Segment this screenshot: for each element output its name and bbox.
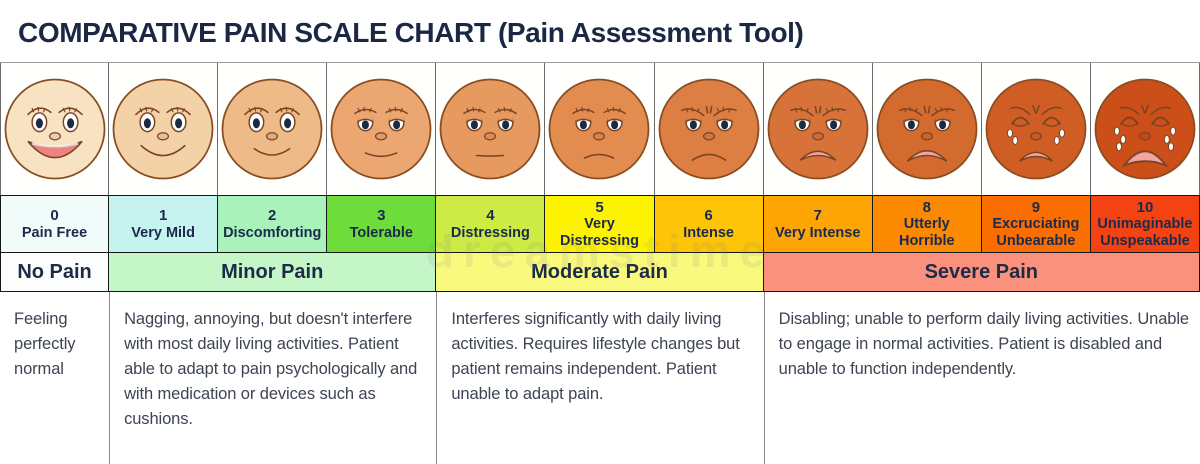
pain-face-cell-3 <box>327 63 437 195</box>
pain-face-grimacing-icon <box>875 77 979 181</box>
pain-level-value: 1 <box>158 207 168 225</box>
pain-level-label: Excruciating Unbearable <box>992 216 1080 249</box>
description-text: Interferes significantly with daily livi… <box>451 310 740 403</box>
category-cell-no-pain: No Pain <box>0 252 110 292</box>
description-text: Disabling; unable to perform daily livin… <box>778 310 1190 378</box>
pain-level-cell-7: 7 Very Intense <box>763 195 873 252</box>
category-cell-moderate-pain: Moderate Pain <box>436 252 764 292</box>
pain-face-content-icon <box>329 77 433 181</box>
pain-level-value: 0 <box>50 207 59 225</box>
pain-level-cell-1: 1 Very Mild <box>109 195 219 252</box>
categories-row: No Pain Minor Pain Moderate Pain Severe Pai… <box>0 252 1200 292</box>
pain-level-label: Distressing <box>450 224 530 241</box>
description-text: Feeling perfectly normal <box>14 310 76 378</box>
pain-face-beaming-smile-icon <box>3 77 107 181</box>
pain-face-cell-0 <box>0 63 110 195</box>
pain-face-cell-10 <box>1090 63 1200 195</box>
description-text: Nagging, annoying, but doesn't interfere… <box>124 310 418 428</box>
pain-level-label: Very Intense <box>774 224 861 241</box>
pain-level-label: Very Mild <box>131 224 195 241</box>
pain-face-cell-5 <box>545 63 655 195</box>
pain-face-cell-9 <box>981 63 1091 195</box>
category-cell-severe-pain: Severe Pain <box>763 252 1200 292</box>
pain-face-frowning-icon <box>657 77 761 181</box>
pain-level-value: 9 <box>1031 199 1041 217</box>
pain-face-cell-4 <box>436 63 546 195</box>
pain-level-cell-3: 3 Tolerable <box>327 195 437 252</box>
pain-level-label: Intense <box>683 224 734 241</box>
pain-level-value: 6 <box>704 207 713 225</box>
pain-level-cell-2: 2 Discomforting <box>218 195 328 252</box>
pain-level-label: Pain Free <box>21 224 88 241</box>
pain-face-cell-1 <box>109 63 219 195</box>
pain-level-cell-10: 10 Unimaginable Unspeakable <box>1090 195 1200 252</box>
pain-face-slight-smile-icon <box>220 77 324 181</box>
pain-face-smiling-icon <box>111 77 215 181</box>
pain-level-value: 10 <box>1136 199 1154 217</box>
description-cell-no-pain: Feeling perfectly normal <box>0 292 109 464</box>
faces-row <box>0 62 1200 195</box>
description-cell-minor-pain: Nagging, annoying, but doesn't interfere… <box>109 292 436 464</box>
pain-face-cell-7 <box>763 63 873 195</box>
pain-levels-row: 0 Pain Free 1 Very Mild 2 Discomforting 3 Toler… <box>0 195 1200 252</box>
pain-face-cell-6 <box>654 63 764 195</box>
title-bar: COMPARATIVE PAIN SCALE CHART (Pain Asses… <box>0 0 1200 62</box>
pain-level-cell-6: 6 Intense <box>654 195 764 252</box>
pain-level-label: Unimaginable Unspeakable <box>1097 216 1193 249</box>
descriptions-row: Feeling perfectly normal Nagging, annoyin… <box>0 292 1200 464</box>
category-label: Severe Pain <box>924 260 1039 283</box>
pain-level-cell-4: 4 Distressing <box>436 195 546 252</box>
pain-face-cell-2 <box>218 63 328 195</box>
pain-face-crying-icon <box>984 77 1088 181</box>
pain-level-value: 8 <box>922 199 931 217</box>
pain-level-label: Tolerable <box>349 224 413 241</box>
pain-level-value: 7 <box>813 207 822 225</box>
pain-level-cell-5: 5 Very Distressing <box>545 195 655 252</box>
pain-face-distressed-icon <box>766 77 870 181</box>
category-label: No Pain <box>17 260 92 283</box>
pain-level-value: 2 <box>268 207 277 225</box>
page-title: COMPARATIVE PAIN SCALE CHART (Pain Asses… <box>18 17 804 48</box>
pain-face-slight-frown-icon <box>547 77 651 181</box>
category-label: Minor Pain <box>221 260 324 283</box>
pain-face-cell-8 <box>872 63 982 195</box>
pain-level-cell-8: 8 Utterly Horrible <box>872 195 982 252</box>
description-cell-severe-pain: Disabling; unable to perform daily livin… <box>763 292 1200 464</box>
category-cell-minor-pain: Minor Pain <box>109 252 437 292</box>
pain-level-value: 3 <box>377 207 386 225</box>
category-label: Moderate Pain <box>531 260 668 283</box>
pain-level-value: 5 <box>595 199 604 217</box>
pain-level-label: Utterly Horrible <box>898 216 955 249</box>
pain-level-cell-0: 0 Pain Free <box>0 195 110 252</box>
pain-face-neutral-icon <box>438 77 542 181</box>
pain-level-label: Very Distressing <box>560 216 639 249</box>
pain-level-cell-9: 9 Excruciating Unbearable <box>981 195 1091 252</box>
pain-face-sobbing-icon <box>1093 77 1197 181</box>
pain-level-label: Discomforting <box>223 224 322 241</box>
description-cell-moderate-pain: Interferes significantly with daily livi… <box>436 292 763 464</box>
pain-level-value: 4 <box>486 207 495 225</box>
